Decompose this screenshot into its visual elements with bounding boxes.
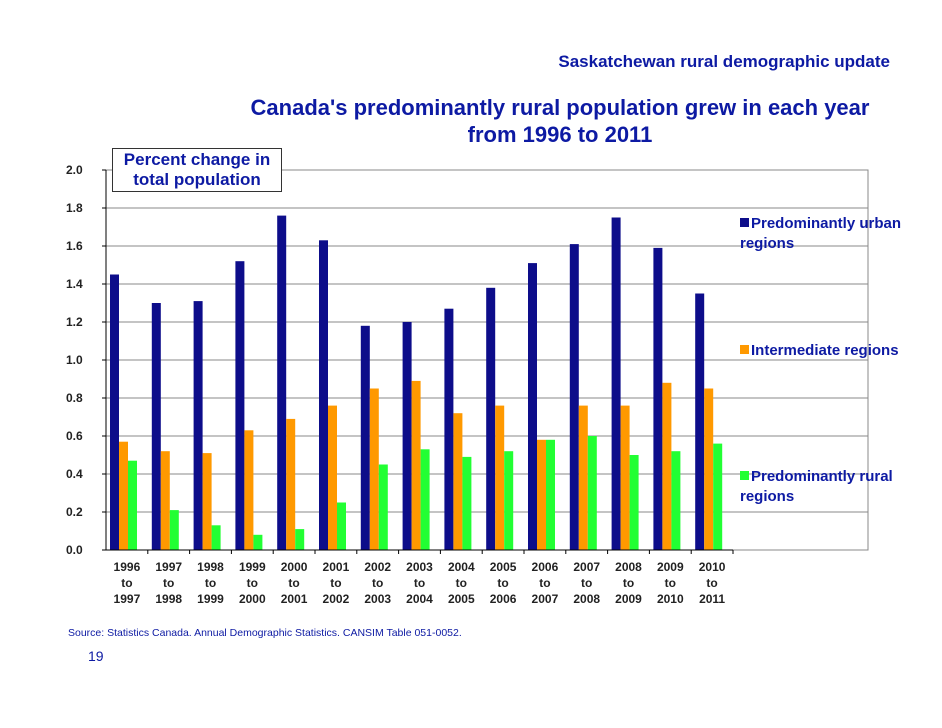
bar-urban-1 xyxy=(151,303,161,550)
bar-urban-6 xyxy=(360,325,370,550)
bar-intermediate-11 xyxy=(578,405,588,550)
bar-urban-12 xyxy=(611,217,621,550)
y-tick-label: 0.6 xyxy=(66,429,83,443)
bar-urban-14 xyxy=(695,293,705,550)
legend-swatch-intermediate xyxy=(740,345,749,354)
bar-urban-5 xyxy=(319,240,328,551)
source-note: Source: Statistics Canada. Annual Demogr… xyxy=(68,627,462,639)
legend-swatch-urban xyxy=(740,218,749,227)
bar-urban-10 xyxy=(528,263,537,550)
bar-urban-2 xyxy=(193,301,203,550)
y-tick-label: 0.2 xyxy=(66,505,83,519)
chart-title: Canada's predominantly rural population … xyxy=(250,95,870,147)
bar-rural-14 xyxy=(713,443,723,550)
y-tick-label: 0.4 xyxy=(66,467,83,481)
y-tick-label: 1.8 xyxy=(66,201,83,215)
bar-urban-8 xyxy=(444,308,454,550)
x-tick-label: 1996 to 1997 xyxy=(114,560,141,606)
header-title: Saskatchewan rural demographic update xyxy=(558,52,890,71)
bar-intermediate-6 xyxy=(369,388,379,550)
y-tick-label: 1.0 xyxy=(66,353,83,367)
x-tick-label: 1998 to 1999 xyxy=(197,560,224,606)
x-tick-label: 2002 to 2003 xyxy=(364,560,391,606)
bar-rural-2 xyxy=(211,525,221,550)
x-tick-label: 2009 to 2010 xyxy=(657,560,684,606)
bar-rural-1 xyxy=(169,510,179,550)
y-tick-label: 0.8 xyxy=(66,391,83,405)
bar-intermediate-1 xyxy=(160,451,170,550)
y-tick-label: 1.2 xyxy=(66,315,83,329)
x-tick-label: 2005 to 2006 xyxy=(490,560,517,606)
bar-rural-10 xyxy=(546,439,555,550)
legend-item-rural: Predominantly rural regions xyxy=(740,467,930,507)
bar-intermediate-12 xyxy=(620,405,630,550)
bar-urban-0 xyxy=(110,274,119,550)
bar-rural-9 xyxy=(504,451,514,550)
y-tick-label: 1.4 xyxy=(66,277,83,291)
bar-intermediate-10 xyxy=(537,439,546,550)
bar-intermediate-5 xyxy=(328,405,337,550)
bar-rural-6 xyxy=(378,464,388,550)
x-tick-label: 1999 to 2000 xyxy=(239,560,266,606)
bar-intermediate-8 xyxy=(453,413,463,550)
legend-label-intermediate: Intermediate regions xyxy=(751,342,899,359)
y-tick-label: 0.0 xyxy=(66,543,83,557)
axis-layer: 0.0 0.2 0.4 0.6 0.8 1.0 1.2 1.4 1.6 1.8 2.0 1996 to 1… xyxy=(66,163,734,606)
bar-intermediate-0 xyxy=(119,441,128,550)
bar-intermediate-7 xyxy=(411,380,421,550)
bar-rural-13 xyxy=(671,451,681,550)
x-tick-label: 2007 to 2008 xyxy=(573,560,600,606)
bar-intermediate-14 xyxy=(704,388,714,550)
y-tick-label: 2.0 xyxy=(66,163,83,177)
bar-rural-8 xyxy=(462,456,472,550)
page-number: 19 xyxy=(88,648,104,664)
bar-intermediate-9 xyxy=(495,405,505,550)
bar-rural-0 xyxy=(128,460,137,550)
x-tick-label: 2010 to 2011 xyxy=(699,560,726,606)
bar-intermediate-13 xyxy=(662,382,672,550)
y-axis-label: Percent change in total population xyxy=(112,148,282,192)
bar-rural-11 xyxy=(587,436,597,550)
y-tick-label: 1.6 xyxy=(66,239,83,253)
x-tick-label: 2003 to 2004 xyxy=(406,560,433,606)
bar-rural-3 xyxy=(253,534,263,550)
x-tick-label: 2001 to 2002 xyxy=(323,560,350,606)
x-tick-label: 1997 to 1998 xyxy=(155,560,182,606)
legend-label-urban: Predominantly urban regions xyxy=(740,215,902,252)
bar-rural-4 xyxy=(295,529,305,550)
bar-urban-11 xyxy=(569,244,579,550)
legend-swatch-rural xyxy=(740,471,749,480)
x-tick-label: 2006 to 2007 xyxy=(532,560,559,606)
bar-layer xyxy=(110,215,723,551)
bar-urban-13 xyxy=(653,247,663,550)
bar-urban-4 xyxy=(277,215,287,550)
legend-label-rural: Predominantly rural regions xyxy=(740,468,893,505)
bar-intermediate-3 xyxy=(244,430,254,550)
legend-item-intermediate: Intermediate regions xyxy=(740,341,930,361)
bar-urban-3 xyxy=(235,261,245,550)
bar-urban-9 xyxy=(486,287,496,550)
bar-intermediate-4 xyxy=(286,418,296,550)
bar-rural-7 xyxy=(420,449,430,550)
bar-urban-7 xyxy=(402,322,412,550)
x-tick-label: 2008 to 2009 xyxy=(615,560,642,606)
x-tick-label: 2004 to 2005 xyxy=(448,560,475,606)
bar-intermediate-2 xyxy=(202,453,212,550)
legend-item-urban: Predominantly urban regions xyxy=(740,214,930,254)
bar-rural-12 xyxy=(629,455,639,550)
bar-rural-5 xyxy=(337,502,346,550)
x-tick-label: 2000 to 2001 xyxy=(281,560,308,606)
